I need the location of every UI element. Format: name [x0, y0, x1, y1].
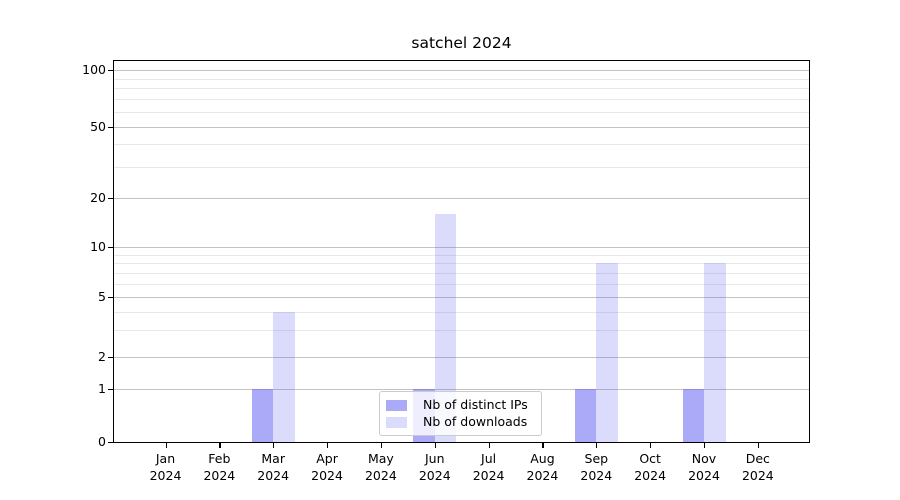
x-tick-aug — [542, 443, 544, 448]
x-tick-dec — [757, 443, 760, 448]
x-tick-label-mar: Mar 2024 — [257, 451, 290, 483]
legend-swatch-icon — [386, 416, 407, 428]
bar-downloads-mar — [273, 311, 295, 442]
y-tick-100 — [108, 70, 114, 72]
x-tick-nov — [704, 443, 706, 448]
bar-downloads-jun — [434, 213, 457, 442]
gridline-major-50 — [114, 127, 809, 128]
x-tick-label-dec: Dec 2024 — [741, 451, 774, 483]
gridline-minor-60 — [114, 112, 809, 113]
gridline-major-10 — [114, 247, 809, 248]
legend-item-downloads: Nb of downloads — [386, 414, 533, 430]
x-tick-label-sep: Sep 2024 — [580, 451, 613, 483]
gridline-minor-3 — [114, 330, 809, 332]
x-tick-apr — [327, 443, 329, 448]
gridline-minor-40 — [114, 144, 809, 146]
bar-distinct-ips-mar — [251, 389, 274, 442]
y-tick-2 — [108, 357, 114, 359]
y-tick-1 — [108, 389, 114, 391]
y-tick-10 — [108, 247, 114, 249]
x-tick-label-oct: Oct 2024 — [634, 451, 667, 483]
chart-title: satchel 2024 — [411, 34, 512, 52]
gridline-major-20 — [114, 198, 809, 199]
x-tick-feb — [219, 443, 221, 448]
gridline-major-1 — [114, 389, 809, 390]
y-tick-label-1: 1 — [98, 381, 106, 396]
gridline-minor-8 — [114, 263, 809, 265]
x-tick-label-may: May 2024 — [364, 451, 397, 483]
x-tick-label-feb: Feb 2024 — [203, 451, 236, 483]
gridline-minor-30 — [114, 166, 809, 168]
gridline-minor-4 — [114, 311, 809, 313]
y-tick-50 — [108, 127, 114, 129]
gridline-major-2 — [114, 357, 809, 358]
legend-swatch-icon — [386, 399, 407, 411]
gridline-minor-70 — [114, 99, 809, 101]
gridline-minor-7 — [114, 272, 809, 274]
x-tick-jun — [434, 443, 436, 448]
x-tick-label-apr: Apr 2024 — [311, 451, 343, 483]
x-tick-label-aug: Aug 2024 — [526, 451, 559, 483]
bar-downloads-sep — [596, 263, 618, 442]
x-tick-label-nov: Nov 2024 — [688, 451, 720, 483]
x-tick-oct — [650, 443, 652, 448]
gridline-minor-90 — [114, 78, 809, 80]
bar-distinct-ips-sep — [574, 389, 597, 442]
x-tick-mar — [273, 443, 275, 448]
legend-item-label: Nb of distinct IPs — [423, 397, 528, 412]
bar-distinct-ips-nov — [682, 389, 704, 442]
bar-downloads-nov — [704, 263, 726, 442]
y-tick-0 — [108, 442, 114, 444]
gridline-minor-80 — [114, 88, 809, 90]
gridline-minor-6 — [114, 283, 809, 285]
y-tick-label-100: 100 — [82, 62, 106, 77]
y-tick-label-2: 2 — [98, 349, 106, 364]
x-tick-may — [380, 443, 383, 448]
x-tick-label-jan: Jan 2024 — [149, 451, 182, 483]
plot-area: Nb of distinct IPs Nb of downloads — [113, 60, 810, 443]
y-tick-5 — [108, 297, 114, 299]
y-tick-20 — [108, 198, 114, 200]
y-tick-label-10: 10 — [90, 239, 106, 254]
legend-item-distinct-ips: Nb of distinct IPs — [386, 397, 533, 413]
x-tick-label-jul: Jul 2024 — [472, 451, 505, 483]
gridline-major-5 — [114, 297, 809, 298]
gridline-minor-9 — [114, 254, 809, 256]
x-tick-label-jun: Jun 2024 — [418, 451, 451, 483]
y-tick-label-0: 0 — [98, 434, 106, 449]
gridline-major-100 — [114, 70, 809, 71]
x-tick-jan — [165, 443, 167, 448]
y-tick-label-5: 5 — [98, 289, 106, 304]
x-tick-jul — [488, 443, 490, 448]
legend-item-label: Nb of downloads — [423, 414, 528, 429]
x-tick-sep — [596, 443, 598, 448]
legend: Nb of distinct IPs Nb of downloads — [379, 391, 542, 436]
y-tick-label-50: 50 — [90, 119, 106, 134]
y-tick-label-20: 20 — [90, 190, 106, 205]
